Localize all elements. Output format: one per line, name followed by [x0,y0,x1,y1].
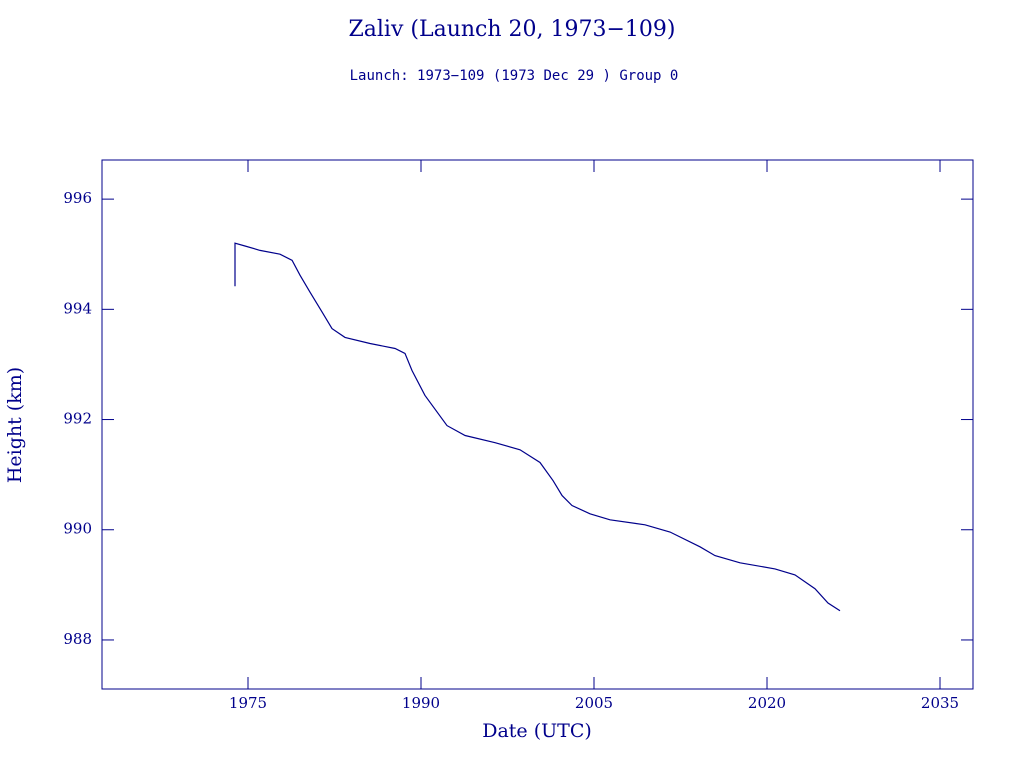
y-tick-label: 992 [63,410,92,428]
y-tick-label: 988 [63,630,92,648]
x-tick-label: 2005 [575,694,613,712]
x-tick-label: 1975 [229,694,267,712]
y-tick-label: 996 [63,189,92,207]
chart-title: Zaliv (Launch 20, 1973−109) [348,17,675,42]
y-tick-label: 994 [63,299,92,317]
data-line [234,242,841,612]
x-tick-label: 2035 [921,694,959,712]
x-axis-label: Date (UTC) [482,720,592,742]
chart-subtitle: Launch: 1973−109 (1973 Dec 29 ) Group 0 [350,68,679,84]
y-axis-label: Height (km) [4,367,26,483]
x-tick-label: 2020 [748,694,786,712]
x-tick-label: 1990 [402,694,440,712]
plot-frame [101,159,974,690]
y-tick-label: 990 [63,520,92,538]
